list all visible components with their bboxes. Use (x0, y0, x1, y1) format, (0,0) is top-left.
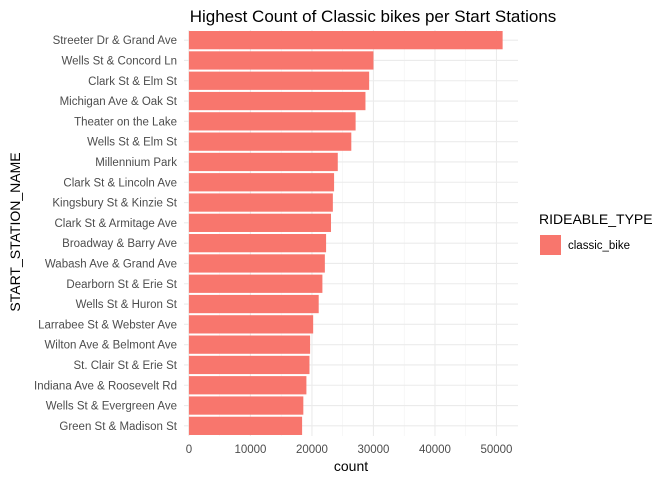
bar (188, 51, 374, 70)
x-tick-label: 10000 (234, 444, 266, 456)
y-tick-label: Wells St & Evergreen Ave (46, 401, 177, 413)
bars (188, 31, 503, 435)
y-tick-label: Dearborn St & Erie St (66, 279, 177, 291)
y-tick-label: Larrabee St & Webster Ave (38, 319, 177, 331)
bar (188, 274, 323, 293)
x-tick-label: 20000 (296, 444, 328, 456)
y-tick-label: Indiana Ave & Roosevelt Rd (34, 380, 177, 392)
legend: RIDEABLE_TYPE classic_bike (539, 211, 653, 255)
y-tick-label: Wabash Ave & Grand Ave (45, 258, 177, 270)
x-tick-label: 30000 (357, 444, 389, 456)
x-tick-label: 40000 (419, 444, 451, 456)
y-tick-label: Wilton Ave & Belmont Ave (44, 340, 177, 352)
bar (188, 234, 327, 253)
legend-title: RIDEABLE_TYPE (539, 211, 653, 227)
y-tick-label: Green St & Madison St (59, 421, 177, 433)
bar (188, 376, 307, 395)
x-tick-label: 0 (186, 444, 192, 456)
bar (188, 416, 303, 435)
bar (188, 396, 304, 415)
y-tick-label: Wells St & Concord Ln (62, 55, 177, 67)
y-tick-label: Clark St & Armitage Ave (54, 218, 177, 230)
bar (188, 112, 356, 131)
y-axis-title: START_STATION_NAME (7, 152, 23, 311)
legend-label-classic-bike: classic_bike (568, 240, 630, 252)
bar (188, 132, 352, 151)
bar (188, 254, 325, 273)
legend-swatch-classic-bike (540, 235, 561, 255)
y-tick-labels: Streeter Dr & Grand Ave Wells St & Concor… (34, 35, 178, 433)
bar (188, 335, 311, 354)
chart-title: Highest Count of Classic bikes per Start… (190, 7, 557, 26)
y-tick-label: Wells St & Elm St (87, 137, 178, 149)
y-tick-label: Clark St & Lincoln Ave (63, 177, 177, 189)
y-tick-label: Kingsbury St & Kinzie St (52, 198, 177, 210)
bar (188, 152, 338, 172)
y-tick-label: Broadway & Barry Ave (62, 238, 177, 250)
x-tick-label: 50000 (480, 444, 512, 456)
bar (188, 173, 335, 192)
bar (188, 71, 370, 90)
bar (188, 31, 503, 50)
x-axis-title: count (334, 458, 368, 474)
y-tick-label: St. Clair St & Erie St (73, 360, 177, 372)
y-tick-label: Streeter Dr & Grand Ave (53, 35, 177, 47)
y-tick-label: Clark St & Elm St (88, 76, 178, 88)
bar (188, 213, 332, 232)
grid (184, 30, 518, 436)
y-tick-label: Theater on the Lake (74, 116, 177, 128)
y-tick-label: Millennium Park (95, 157, 177, 169)
y-tick-label: Michigan Ave & Oak St (60, 96, 178, 108)
x-tick-labels: 0 10000 20000 30000 40000 50000 (186, 444, 513, 456)
bar (188, 315, 314, 334)
bar (188, 91, 366, 111)
bar (188, 193, 333, 212)
bar (188, 294, 319, 314)
bar (188, 355, 310, 375)
y-tick-label: Wells St & Huron St (76, 299, 178, 311)
